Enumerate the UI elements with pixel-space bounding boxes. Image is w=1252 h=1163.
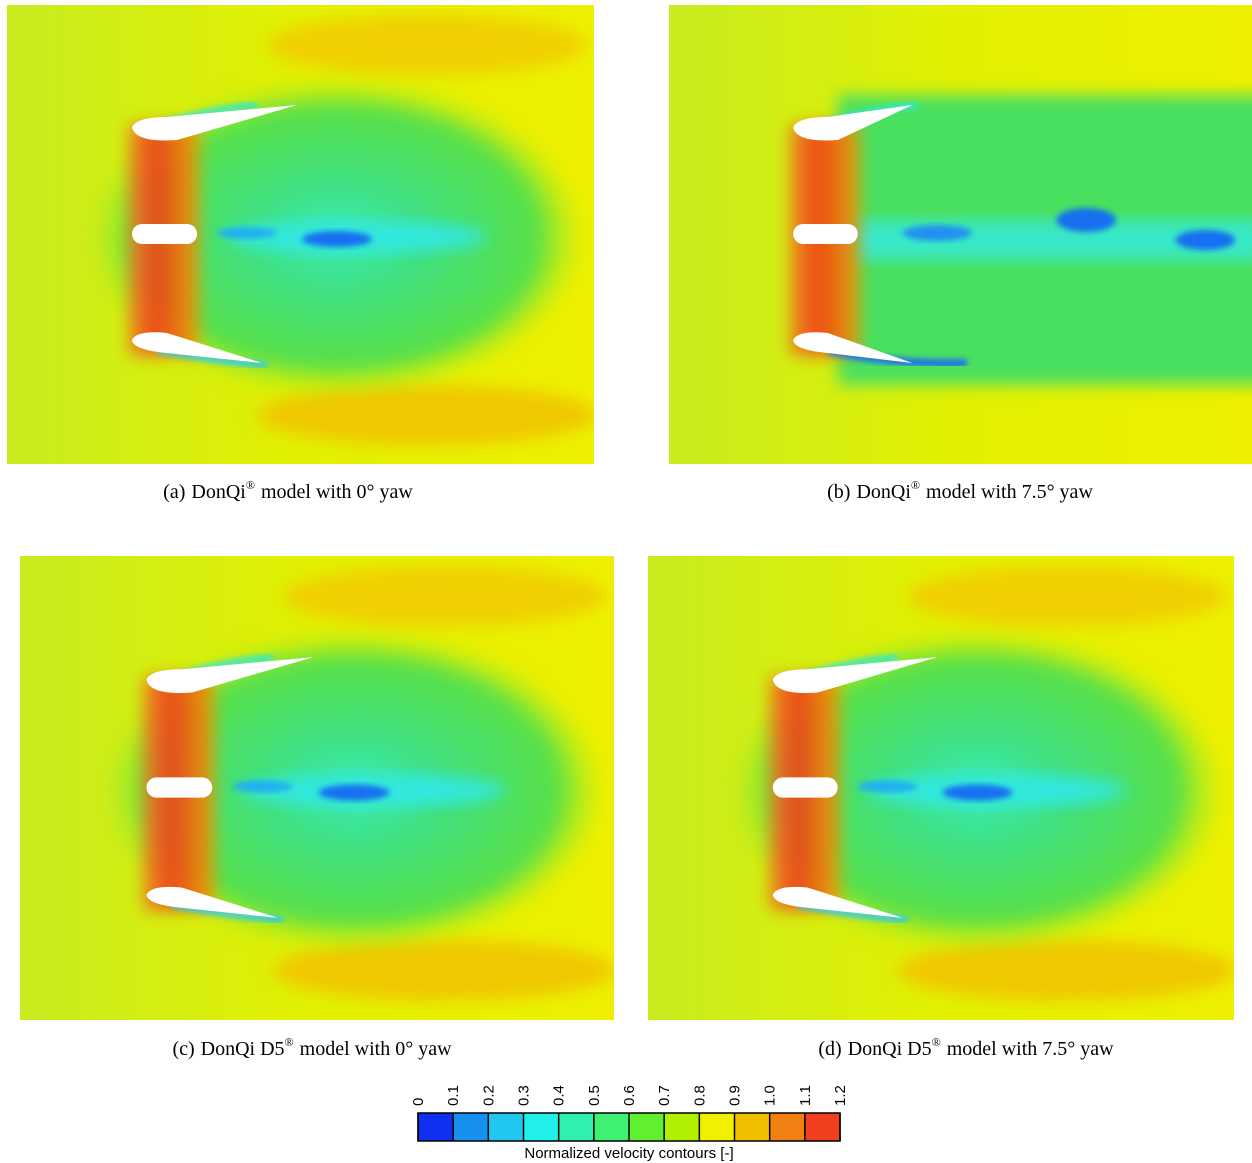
color-bin <box>734 1113 770 1141</box>
tick-label: 0.4 <box>551 1085 568 1106</box>
color-bin <box>593 1113 629 1141</box>
color-bin <box>629 1113 665 1141</box>
color-bin <box>523 1113 559 1141</box>
caption-model: DonQi D5 <box>201 1038 285 1060</box>
color-bin <box>769 1113 805 1141</box>
caption: (d) DonQi D5® model with 7.5° yaw <box>818 1035 1114 1060</box>
tick-label: 1.1 <box>797 1085 814 1106</box>
caption-mark: ® <box>246 478 255 492</box>
caption: (a) DonQi® model with 0° yaw <box>163 478 413 503</box>
flow-field <box>669 5 1252 464</box>
color-bin <box>699 1113 735 1141</box>
caption-text: model with 7.5° yaw <box>926 481 1093 503</box>
caption-label: (d) <box>818 1038 841 1060</box>
tick-label: 0.8 <box>691 1085 708 1106</box>
color-bin <box>488 1113 524 1141</box>
tick-label: 0.7 <box>656 1085 673 1106</box>
tick-label: 0.9 <box>727 1085 744 1106</box>
caption-label: (b) <box>827 481 850 503</box>
tick-label: 0.6 <box>621 1085 638 1106</box>
tick-label: 1.0 <box>762 1085 779 1106</box>
caption-text: model with 0° yaw <box>300 1038 452 1060</box>
color-bin <box>664 1113 700 1141</box>
flow-field <box>648 556 1237 1020</box>
color-bin <box>418 1113 454 1141</box>
colorbar-frame <box>417 1112 841 1142</box>
caption-mark: ® <box>932 1035 941 1049</box>
caption-label: (c) <box>172 1038 194 1060</box>
caption-mark: ® <box>285 1035 294 1049</box>
color-bin <box>453 1113 489 1141</box>
tick-label: 0.1 <box>445 1085 462 1106</box>
caption-model: DonQi <box>191 481 246 503</box>
caption: (c) DonQi D5® model with 0° yaw <box>172 1035 452 1060</box>
tick-label: 0 <box>410 1098 427 1106</box>
caption-model: DonQi <box>856 481 911 503</box>
colorbar-label: Normalized velocity contours [-] <box>524 1145 733 1162</box>
caption-label: (a) <box>163 481 185 503</box>
tick-label: 0.5 <box>586 1085 603 1106</box>
caption-model: DonQi D5 <box>848 1038 932 1060</box>
caption: (b) DonQi® model with 7.5° yaw <box>827 478 1093 503</box>
tick-label: 0.3 <box>516 1085 533 1106</box>
color-bin <box>558 1113 594 1141</box>
caption-text: model with 0° yaw <box>261 481 413 503</box>
tick-label: 0.2 <box>480 1085 497 1106</box>
flow-field <box>20 556 617 1020</box>
tick-label: 1.2 <box>832 1085 849 1106</box>
color-bin <box>804 1113 840 1141</box>
caption-mark: ® <box>911 478 920 492</box>
caption-text: model with 7.5° yaw <box>947 1038 1114 1060</box>
flow-field <box>7 5 597 464</box>
